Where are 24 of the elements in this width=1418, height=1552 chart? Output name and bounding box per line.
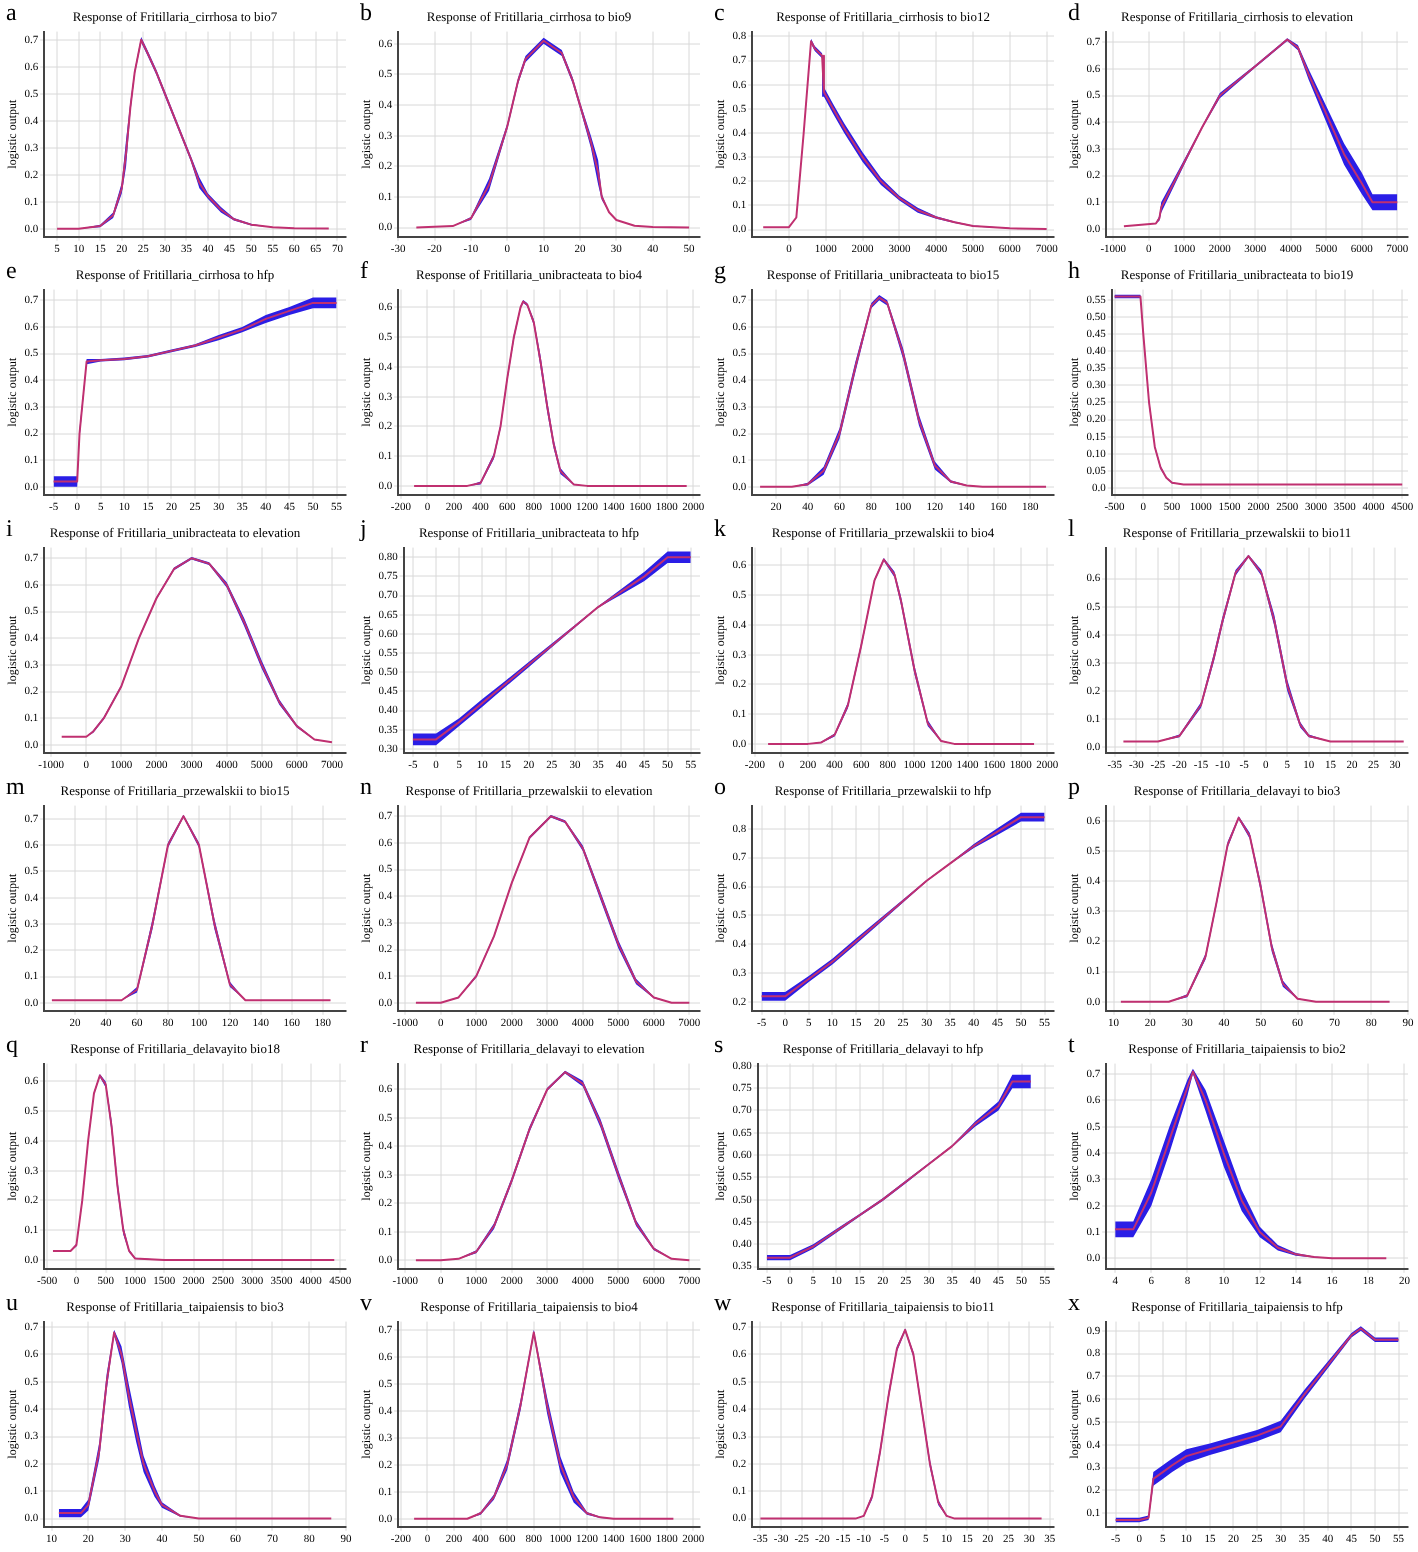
- text: l: [1068, 514, 1075, 542]
- text: d: [1068, 0, 1080, 26]
- text: o: [714, 772, 726, 800]
- text: a: [6, 0, 17, 26]
- text: j: [360, 514, 367, 542]
- text: h: [1068, 256, 1080, 284]
- text: c: [714, 0, 725, 26]
- text: n: [360, 772, 372, 800]
- text: b: [360, 0, 372, 26]
- text: g: [714, 256, 726, 284]
- text: p: [1068, 772, 1080, 800]
- text: q: [6, 1030, 18, 1058]
- text: m: [6, 772, 25, 800]
- text: v: [360, 1288, 372, 1316]
- text: r: [360, 1030, 368, 1058]
- text: e: [6, 256, 17, 284]
- text: i: [6, 514, 13, 542]
- text: t: [1068, 1030, 1075, 1058]
- text: w: [714, 1288, 732, 1316]
- text: f: [360, 256, 368, 284]
- text: s: [714, 1030, 724, 1058]
- text: k: [714, 514, 726, 542]
- text: x: [1068, 1288, 1080, 1316]
- text: u: [6, 1288, 18, 1316]
